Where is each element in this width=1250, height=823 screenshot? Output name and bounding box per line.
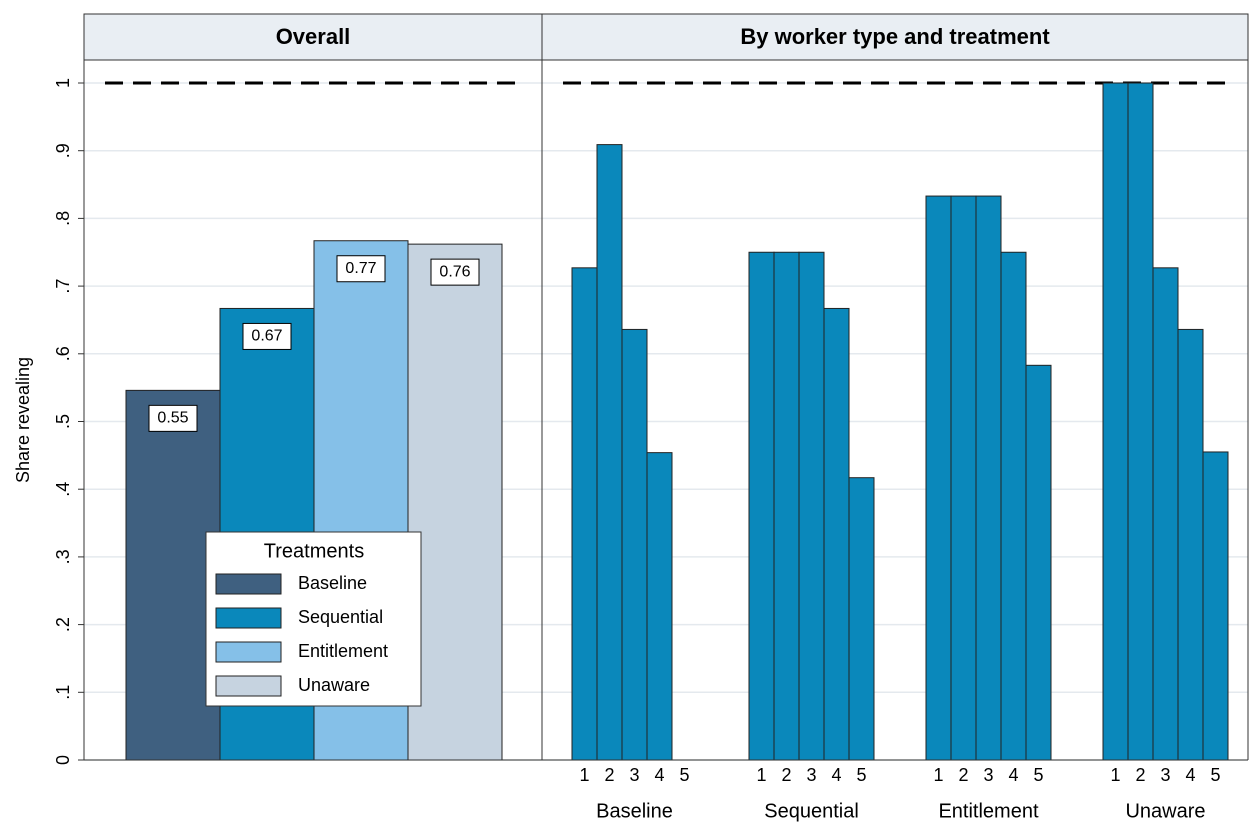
legend-swatch bbox=[215, 607, 282, 629]
legend-label: Entitlement bbox=[298, 641, 388, 661]
x-tick-label: 1 bbox=[1110, 765, 1120, 785]
bar bbox=[848, 477, 875, 761]
value-label: 0.55 bbox=[157, 410, 188, 427]
value-label-box bbox=[336, 255, 386, 283]
y-tick-label: 1 bbox=[53, 78, 73, 88]
x-tick-label: 2 bbox=[781, 765, 791, 785]
value-label: 0.67 bbox=[251, 328, 282, 345]
bar bbox=[571, 267, 598, 761]
bar bbox=[823, 307, 850, 761]
y-tick-label: .6 bbox=[53, 346, 73, 361]
value-label-box bbox=[430, 258, 480, 286]
x-tick-label: 4 bbox=[831, 765, 841, 785]
bar bbox=[1000, 251, 1027, 761]
group-label: Entitlement bbox=[938, 800, 1038, 822]
bar bbox=[646, 452, 673, 761]
legend-label: Baseline bbox=[298, 573, 367, 593]
bar bbox=[125, 389, 221, 761]
legend-swatch bbox=[215, 573, 282, 595]
x-tick-label: 1 bbox=[579, 765, 589, 785]
x-tick-label: 5 bbox=[856, 765, 866, 785]
x-tick-label: 3 bbox=[806, 765, 816, 785]
x-tick-label: 5 bbox=[679, 765, 689, 785]
x-tick-label: 1 bbox=[756, 765, 766, 785]
x-tick-label: 3 bbox=[1160, 765, 1170, 785]
bar bbox=[1127, 82, 1154, 761]
x-tick-label: 4 bbox=[1008, 765, 1018, 785]
x-tick-label: 4 bbox=[654, 765, 664, 785]
bar bbox=[1025, 364, 1052, 761]
legend-label: Sequential bbox=[298, 607, 383, 627]
legend-swatch bbox=[215, 675, 282, 697]
panel-header bbox=[83, 13, 543, 61]
y-tick-label: .4 bbox=[53, 482, 73, 497]
group-label: Unaware bbox=[1125, 800, 1205, 822]
value-label: 0.77 bbox=[345, 260, 376, 277]
y-tick-label: .7 bbox=[53, 279, 73, 294]
y-tick-label: .1 bbox=[53, 685, 73, 700]
legend-title: Treatments bbox=[264, 540, 364, 562]
bar bbox=[1177, 328, 1204, 761]
y-tick-label: .8 bbox=[53, 211, 73, 226]
x-tick-label: 3 bbox=[983, 765, 993, 785]
bar bbox=[596, 144, 623, 761]
y-tick-label: .5 bbox=[53, 414, 73, 429]
bar bbox=[407, 243, 503, 761]
value-label: 0.76 bbox=[439, 263, 470, 280]
value-label-box bbox=[148, 404, 198, 432]
bar bbox=[1152, 267, 1179, 761]
x-tick-label: 1 bbox=[933, 765, 943, 785]
bar bbox=[925, 195, 952, 761]
legend-swatch bbox=[215, 641, 282, 663]
x-tick-label: 2 bbox=[958, 765, 968, 785]
panel-header bbox=[541, 13, 1249, 61]
y-tick-label: .2 bbox=[53, 617, 73, 632]
bar bbox=[748, 251, 775, 761]
x-tick-label: 5 bbox=[1210, 765, 1220, 785]
x-tick-label: 4 bbox=[1185, 765, 1195, 785]
x-tick-label: 5 bbox=[1033, 765, 1043, 785]
y-tick-label: .3 bbox=[53, 549, 73, 564]
group-label: Baseline bbox=[596, 800, 673, 822]
x-tick-label: 2 bbox=[604, 765, 614, 785]
panel-title: Overall bbox=[276, 24, 351, 49]
y-tick-label: 0 bbox=[53, 755, 73, 765]
legend-label: Unaware bbox=[298, 675, 370, 695]
bar bbox=[1202, 451, 1229, 761]
panel-title: By worker type and treatment bbox=[740, 24, 1050, 49]
bar bbox=[773, 251, 800, 761]
bar bbox=[798, 251, 825, 761]
x-tick-label: 2 bbox=[1135, 765, 1145, 785]
group-label: Sequential bbox=[764, 800, 859, 822]
bar bbox=[621, 328, 648, 761]
bar bbox=[975, 195, 1002, 761]
y-tick-label: .9 bbox=[53, 143, 73, 158]
bar bbox=[1102, 82, 1129, 761]
bar bbox=[950, 195, 977, 761]
y-axis-label: Share revealing bbox=[13, 357, 33, 483]
x-tick-label: 3 bbox=[629, 765, 639, 785]
value-label-box bbox=[242, 322, 292, 350]
